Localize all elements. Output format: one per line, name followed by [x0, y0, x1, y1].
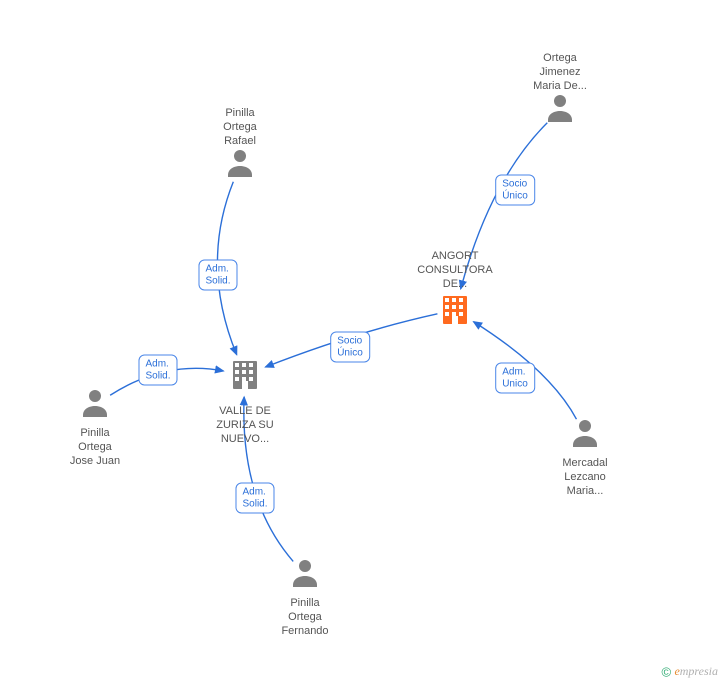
building-icon — [233, 361, 257, 389]
person-node[interactable] — [548, 95, 572, 122]
node-label: VALLE DEZURIZA SUNUEVO... — [200, 405, 290, 446]
building-icon — [443, 296, 467, 324]
company-node[interactable] — [443, 296, 467, 324]
node-label: PinillaOrtegaRafael — [195, 107, 285, 148]
edge-label: Socio Único — [495, 175, 535, 206]
node-label: PinillaOrtegaFernando — [260, 597, 350, 638]
person-icon — [83, 390, 107, 417]
person-node[interactable] — [293, 560, 317, 587]
person-icon — [573, 420, 597, 447]
edge-label: Adm. Solid. — [138, 355, 177, 386]
watermark: © empresia — [662, 664, 719, 679]
person-node[interactable] — [228, 150, 252, 177]
edge-label: Adm. Solid. — [235, 483, 274, 514]
edge-label: Adm. Solid. — [198, 260, 237, 291]
node-label: OrtegaJimenezMaria De... — [515, 52, 605, 93]
person-icon — [228, 150, 252, 177]
edge-label: Adm. Unico — [495, 363, 535, 394]
edge-label: Socio Único — [330, 332, 370, 363]
person-icon — [293, 560, 317, 587]
copyright-symbol: © — [662, 664, 672, 679]
brand-name: empresia — [674, 664, 718, 678]
person-node[interactable] — [83, 390, 107, 417]
node-label: MercadalLezcanoMaria... — [540, 457, 630, 498]
node-label: PinillaOrtegaJose Juan — [50, 427, 140, 468]
node-label: ANGORTCONSULTORADE... — [410, 250, 500, 291]
company-node[interactable] — [233, 361, 257, 389]
person-node[interactable] — [573, 420, 597, 447]
person-icon — [548, 95, 572, 122]
